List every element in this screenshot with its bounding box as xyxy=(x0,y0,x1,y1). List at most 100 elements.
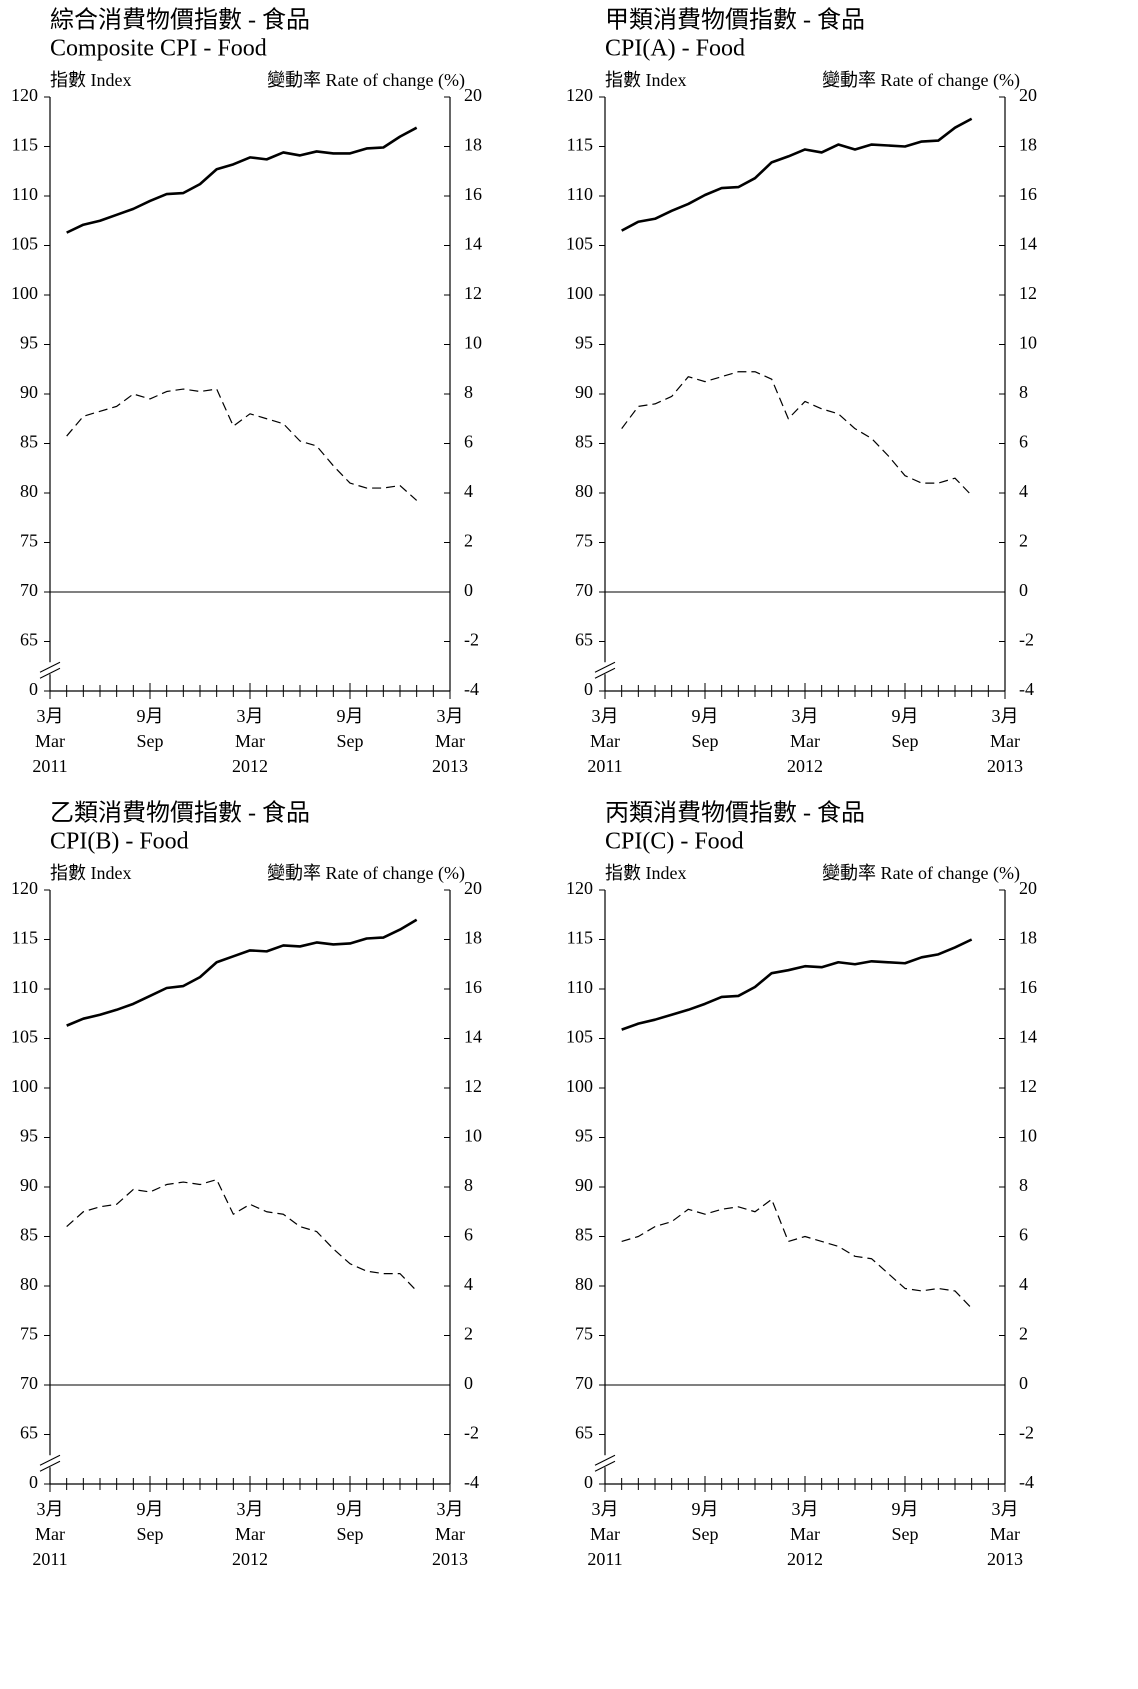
y2-tick-label: 18 xyxy=(464,928,482,948)
x-tick-label: 3月 xyxy=(37,706,64,726)
y2-tick-label: 12 xyxy=(464,1076,482,1096)
x-tick-label: 2013 xyxy=(987,756,1023,776)
y-tick-label: 115 xyxy=(567,928,593,948)
axis-break xyxy=(594,667,616,679)
y2-tick-label: 0 xyxy=(1019,1373,1028,1393)
x-tick-label: Mar xyxy=(990,731,1020,751)
y-tick-label: 0 xyxy=(29,679,38,699)
x-tick-label: 3月 xyxy=(592,706,619,726)
y-tick-label: 85 xyxy=(20,1225,38,1245)
y-tick-label: 0 xyxy=(584,679,593,699)
y2-tick-label: 2 xyxy=(1019,1324,1028,1344)
y2-tick-label: 14 xyxy=(464,234,482,254)
y-axis-label: 指數 Index xyxy=(605,70,686,90)
y2-tick-label: 2 xyxy=(1019,531,1028,551)
y-tick-label: 120 xyxy=(11,85,38,105)
y2-tick-label: 20 xyxy=(464,85,482,105)
x-tick-label: Mar xyxy=(790,1524,820,1544)
x-tick-label: Sep xyxy=(892,1524,919,1544)
y2-tick-label: 0 xyxy=(1019,580,1028,600)
x-tick-label: Sep xyxy=(892,731,919,751)
y-axis-label: 指數 Index xyxy=(50,863,131,883)
x-tick-label: Sep xyxy=(692,731,719,751)
y2-tick-label: 2 xyxy=(464,531,473,551)
y2-tick-label: 4 xyxy=(464,481,473,501)
y2-axis-label: 變動率 Rate of change (%) xyxy=(822,863,1020,884)
x-tick-label: Sep xyxy=(337,731,364,751)
chart-subtitle: CPI(A) - Food xyxy=(605,36,745,62)
y2-axis-label: 變動率 Rate of change (%) xyxy=(267,70,465,91)
y-tick-label: 85 xyxy=(20,432,38,452)
axis-break xyxy=(39,661,61,673)
y-tick-label: 65 xyxy=(20,630,38,650)
axis-break-gap xyxy=(602,1455,608,1468)
x-tick-label: Sep xyxy=(137,731,164,751)
y-tick-label: 95 xyxy=(20,333,38,353)
y-tick-label: 75 xyxy=(575,531,593,551)
x-tick-label: Sep xyxy=(137,1524,164,1544)
x-tick-label: 2011 xyxy=(32,1549,67,1569)
y-tick-label: 95 xyxy=(20,1126,38,1146)
y-tick-label: 0 xyxy=(584,1472,593,1492)
y2-tick-label: 8 xyxy=(464,382,473,402)
y-axis-label: 指數 Index xyxy=(605,863,686,883)
y2-tick-label: 14 xyxy=(464,1027,482,1047)
y-tick-label: 75 xyxy=(575,1324,593,1344)
y2-tick-label: 8 xyxy=(1019,1175,1028,1195)
y-tick-label: 70 xyxy=(575,580,593,600)
y2-tick-label: 20 xyxy=(464,878,482,898)
y2-tick-label: 6 xyxy=(1019,1225,1028,1245)
y-tick-label: 75 xyxy=(20,1324,38,1344)
x-tick-label: 2013 xyxy=(432,1549,468,1569)
chart-subtitle: Composite CPI - Food xyxy=(50,36,267,62)
y-tick-label: 90 xyxy=(575,1175,593,1195)
y2-axis-label: 變動率 Rate of change (%) xyxy=(267,863,465,884)
x-tick-label: Sep xyxy=(692,1524,719,1544)
index-line xyxy=(66,126,418,234)
y2-tick-label: 8 xyxy=(1019,382,1028,402)
chart-title: 綜合消費物價指數 - 食品 xyxy=(50,7,310,34)
y2-tick-label: 6 xyxy=(464,1225,473,1245)
axis-break xyxy=(39,1454,61,1466)
y2-tick-label: 14 xyxy=(1019,234,1037,254)
y-tick-label: 115 xyxy=(12,928,38,948)
y2-tick-label: 12 xyxy=(1019,1076,1037,1096)
x-tick-label: 2012 xyxy=(232,756,268,776)
y-tick-label: 115 xyxy=(567,135,593,155)
y-tick-label: 105 xyxy=(11,234,38,254)
axis-break-gap xyxy=(47,1455,53,1468)
y2-axis-label: 變動率 Rate of change (%) xyxy=(822,70,1020,91)
y-tick-label: 70 xyxy=(20,580,38,600)
y2-tick-label: 16 xyxy=(1019,184,1037,204)
x-tick-label: 3月 xyxy=(237,706,264,726)
y2-tick-label: 0 xyxy=(464,1373,473,1393)
y-tick-label: 110 xyxy=(12,184,38,204)
y-tick-label: 75 xyxy=(20,531,38,551)
y-tick-label: 100 xyxy=(566,1076,593,1096)
x-tick-label: 9月 xyxy=(337,1499,364,1519)
y2-tick-label: 0 xyxy=(464,580,473,600)
x-tick-label: 9月 xyxy=(137,1499,164,1519)
y2-tick-label: 12 xyxy=(464,283,482,303)
y2-tick-label: -2 xyxy=(1019,1423,1034,1443)
y2-tick-label: 6 xyxy=(464,432,473,452)
axis-break xyxy=(594,661,616,673)
y-tick-label: 105 xyxy=(566,234,593,254)
chart-subtitle: CPI(B) - Food xyxy=(50,829,189,855)
x-tick-label: Mar xyxy=(35,731,65,751)
x-tick-label: Sep xyxy=(337,1524,364,1544)
y2-tick-label: 8 xyxy=(464,1175,473,1195)
x-tick-label: 9月 xyxy=(892,1499,919,1519)
y2-tick-label: 10 xyxy=(1019,1126,1037,1146)
rate-line xyxy=(621,1198,973,1309)
x-tick-label: 3月 xyxy=(437,1499,464,1519)
y-tick-label: 80 xyxy=(20,481,38,501)
x-tick-label: 9月 xyxy=(337,706,364,726)
x-tick-label: Mar xyxy=(235,731,265,751)
y2-tick-label: 10 xyxy=(464,1126,482,1146)
x-tick-label: 9月 xyxy=(692,1499,719,1519)
x-tick-label: 3月 xyxy=(792,1499,819,1519)
